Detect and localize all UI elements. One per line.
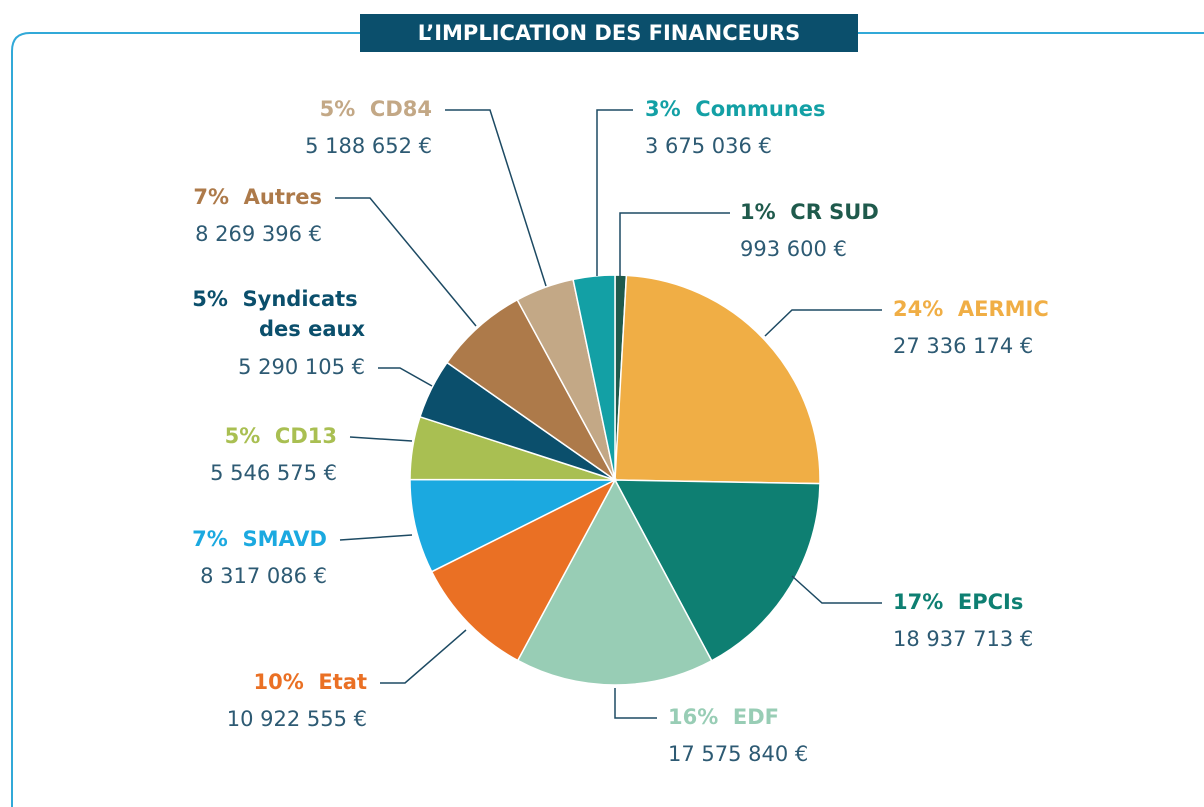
value-label: 5 188 652 € <box>305 134 432 158</box>
slice-label: 24% AERMIC <box>893 297 1049 321</box>
percent-label: 10% <box>254 670 304 694</box>
pie-slice <box>613 479 821 662</box>
slice-label: 16% EDF <box>668 705 779 729</box>
slice-label: 5% CD84 <box>320 97 432 121</box>
title-box <box>360 14 858 52</box>
category-label: Etat <box>318 670 367 694</box>
category-label: EPCIs <box>958 590 1023 614</box>
slice-label: 10% Etat <box>254 670 367 694</box>
space <box>229 185 244 209</box>
value-label: 993 600 € <box>740 237 847 261</box>
percent-label: 3% <box>645 97 681 121</box>
percent-label: 5% <box>192 287 228 311</box>
leader-line <box>614 688 657 719</box>
value-label: 5 546 575 € <box>210 461 337 485</box>
leader-line <box>335 197 477 327</box>
leader-line <box>791 575 882 604</box>
category-line: Syndicats <box>243 287 365 311</box>
category-label: CR SUD <box>790 200 879 224</box>
space <box>228 287 243 311</box>
category-label: Communes <box>695 97 825 121</box>
percent-label: 1% <box>740 200 776 224</box>
category-label: AERMIC <box>958 297 1049 321</box>
category-line: des eaux <box>259 317 365 341</box>
percent-label: 17% <box>893 590 943 614</box>
leader-line <box>339 534 413 541</box>
leader-line <box>378 367 433 387</box>
pie-slice <box>572 274 616 481</box>
value-label: 8 269 396 € <box>195 222 322 246</box>
value-label: 10 922 555 € <box>227 707 367 731</box>
space <box>943 297 958 321</box>
space <box>718 705 733 729</box>
leader-line <box>596 109 633 276</box>
space <box>355 97 370 121</box>
leader-line <box>445 109 547 287</box>
space <box>304 670 319 694</box>
space <box>260 424 275 448</box>
percent-label: 5% <box>225 424 261 448</box>
space <box>681 97 696 121</box>
value-label: 8 317 086 € <box>200 564 327 588</box>
pie-slice <box>516 478 713 686</box>
space <box>776 200 791 224</box>
slice-label: 3% Communes <box>645 97 826 121</box>
slice-label: 5% CD13 <box>225 424 337 448</box>
value-label: 3 675 036 € <box>645 134 772 158</box>
value-label: 5 290 105 € <box>238 355 365 379</box>
pie-slice <box>409 478 616 573</box>
value-label: 27 336 174 € <box>893 334 1033 358</box>
slice-label: 17% EPCIs <box>893 590 1023 614</box>
value-label: 18 937 713 € <box>893 627 1033 651</box>
slice-label: 1% CR SUD <box>740 200 879 224</box>
leader-line <box>619 212 730 276</box>
category-label: SMAVD <box>242 527 327 551</box>
frame <box>11 32 1204 807</box>
slice-label: 7% Autres <box>193 185 322 209</box>
pie-slice <box>430 478 617 662</box>
percent-label: 7% <box>192 527 228 551</box>
leader-line <box>764 309 882 337</box>
leader-line <box>380 629 467 684</box>
percent-label: 16% <box>668 705 718 729</box>
slice-label: 5% Syndicats des eaux <box>192 287 365 341</box>
pie-slice <box>614 274 821 485</box>
percent-label: 5% <box>320 97 356 121</box>
category-label: CD84 <box>370 97 432 121</box>
space <box>228 527 243 551</box>
category-label: EDF <box>733 705 779 729</box>
leader-line <box>349 436 413 442</box>
category-label: CD13 <box>275 424 337 448</box>
slice-label: 7% SMAVD <box>192 527 327 551</box>
category-label: Autres <box>244 185 322 209</box>
chart-title: L’IMPLICATION DES FINANCEURS <box>418 21 801 45</box>
value-label: 17 575 840 € <box>668 742 808 766</box>
category-label: Syndicats des eaux <box>243 287 366 341</box>
percent-label: 24% <box>893 297 943 321</box>
percent-label: 7% <box>193 185 229 209</box>
space <box>943 590 958 614</box>
